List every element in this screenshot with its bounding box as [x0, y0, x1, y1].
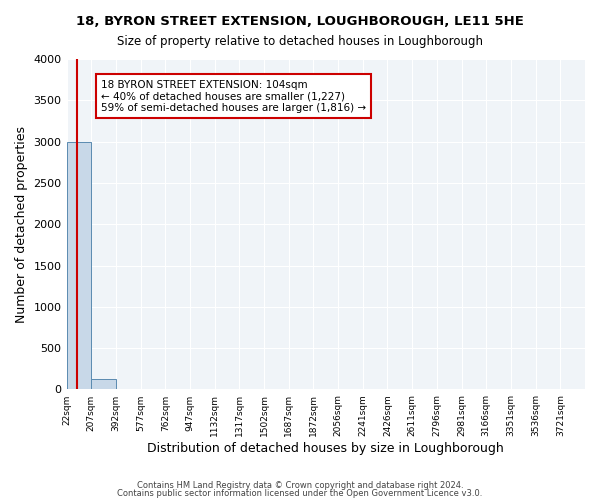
- Text: Contains HM Land Registry data © Crown copyright and database right 2024.: Contains HM Land Registry data © Crown c…: [137, 481, 463, 490]
- Text: 18 BYRON STREET EXTENSION: 104sqm
← 40% of detached houses are smaller (1,227)
5: 18 BYRON STREET EXTENSION: 104sqm ← 40% …: [101, 80, 366, 113]
- X-axis label: Distribution of detached houses by size in Loughborough: Distribution of detached houses by size …: [148, 442, 504, 455]
- Y-axis label: Number of detached properties: Number of detached properties: [15, 126, 28, 322]
- Text: 18, BYRON STREET EXTENSION, LOUGHBOROUGH, LE11 5HE: 18, BYRON STREET EXTENSION, LOUGHBOROUGH…: [76, 15, 524, 28]
- Bar: [91, 378, 116, 390]
- Bar: [67, 142, 91, 390]
- Text: Size of property relative to detached houses in Loughborough: Size of property relative to detached ho…: [117, 35, 483, 48]
- Text: Contains public sector information licensed under the Open Government Licence v3: Contains public sector information licen…: [118, 488, 482, 498]
